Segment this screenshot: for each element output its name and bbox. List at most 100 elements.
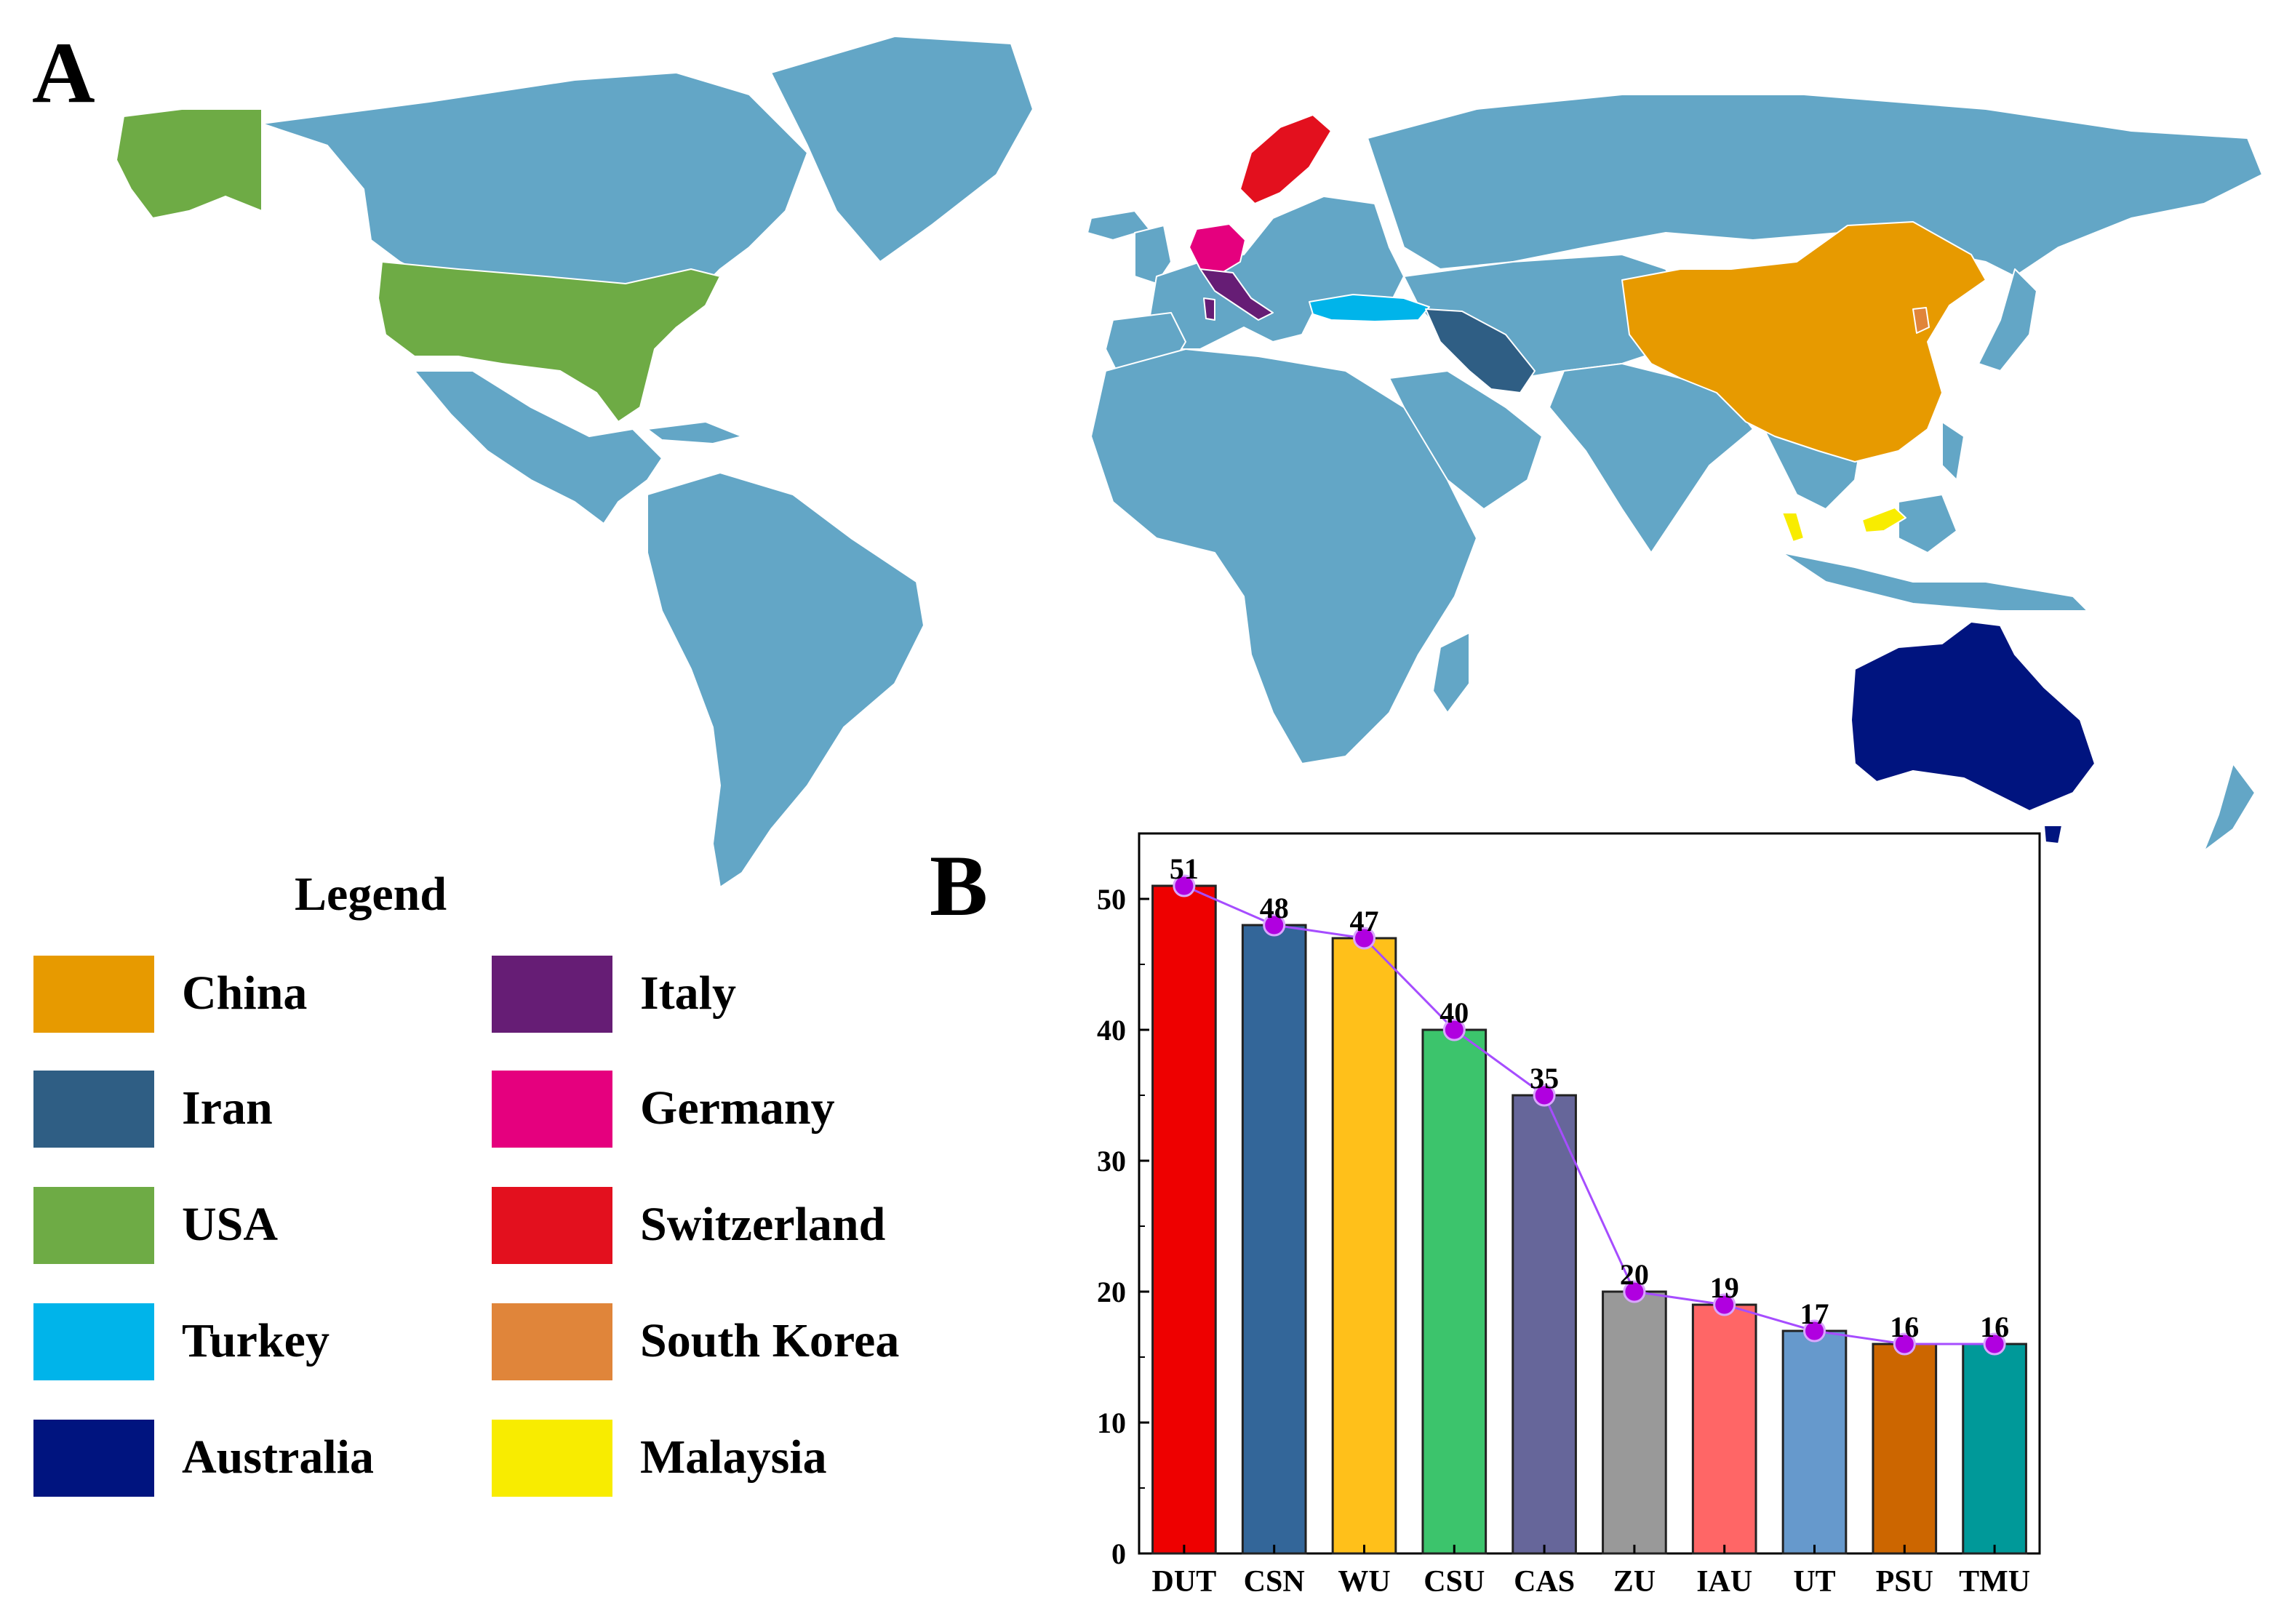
map-australia (1850, 621, 2096, 812)
map-alaska (116, 108, 263, 219)
legend-label: Switzerland (640, 1198, 886, 1251)
legend-label: Turkey (182, 1314, 330, 1367)
map-malaysia-peninsular (1781, 512, 1805, 543)
map-madagascar (1432, 632, 1470, 713)
x-tick-label: CSN (1244, 1565, 1305, 1599)
data-label: 19 (1710, 1271, 1739, 1304)
legend-swatch (492, 1420, 612, 1497)
y-tick-label: 40 (1097, 1014, 1126, 1047)
panel-label-b: B (930, 837, 989, 934)
data-label: 16 (1980, 1311, 2009, 1343)
map-tasmania (2043, 825, 2063, 844)
bar-iau (1691, 1303, 1757, 1555)
legend-swatch (492, 1071, 612, 1148)
line-marker (1533, 1084, 1556, 1107)
legend-label: USA (182, 1198, 279, 1251)
x-tick-label: TMU (1959, 1565, 2030, 1599)
map-italy (1199, 268, 1274, 321)
bar-dut (1151, 884, 1217, 1555)
data-label: 47 (1350, 905, 1379, 937)
y-tick-label: 10 (1097, 1407, 1126, 1439)
legend-label: Malaysia (640, 1431, 827, 1484)
bar-tmu (1962, 1343, 2027, 1555)
map-philippines (1941, 421, 1965, 481)
panel-label-a: A (32, 24, 95, 121)
data-label: 20 (1620, 1258, 1649, 1291)
legend-swatch (33, 1071, 154, 1148)
map-uk (1134, 225, 1172, 284)
legend-title: Legend (295, 868, 447, 921)
map-south-america (647, 472, 925, 888)
map-iran (1425, 308, 1536, 393)
map-greenland (770, 36, 1034, 263)
map-usa (378, 261, 721, 423)
map-south-korea (1912, 307, 1930, 334)
legend-label: China (182, 967, 308, 1020)
legend-swatch (33, 1420, 154, 1497)
map-highlighted-countries (116, 108, 2096, 844)
legend-swatch (492, 956, 612, 1033)
map-japan (1978, 268, 2037, 372)
data-label: 51 (1170, 852, 1199, 885)
plot-frame (1138, 832, 2041, 1555)
bar-chart: 0 10 20 30 40 50 DUT CSN WU CSU CAS ZU IAU UT PSU TMU 51… (1097, 832, 2041, 1599)
bar-ut (1781, 1329, 1848, 1555)
x-tick-label: ZU (1613, 1565, 1656, 1599)
line-marker (1442, 1018, 1466, 1041)
line-marker (1893, 1332, 1916, 1356)
map-europe (1149, 196, 1405, 350)
legend-swatch (492, 1303, 612, 1380)
data-label: 16 (1890, 1311, 1919, 1343)
line-marker (1263, 913, 1286, 937)
legend-label: Germany (640, 1081, 835, 1135)
line-marker (1623, 1280, 1646, 1303)
map-mexico (414, 370, 663, 524)
line-marker (1803, 1319, 1826, 1343)
x-tick-label: UT (1793, 1565, 1835, 1599)
map-africa (1090, 348, 1477, 764)
data-label: 48 (1260, 892, 1289, 924)
map-switzerland (1239, 114, 1332, 204)
y-tick-label: 30 (1097, 1145, 1126, 1177)
map-land-base (261, 36, 2263, 888)
bar-csn (1241, 924, 1307, 1555)
legend-label: South Korea (640, 1314, 900, 1367)
bar-cas (1512, 1094, 1577, 1555)
legend-swatch (33, 956, 154, 1033)
map-italy-islands (1203, 297, 1215, 321)
data-label: 35 (1530, 1062, 1559, 1095)
data-label: 40 (1440, 996, 1469, 1029)
bar-psu (1872, 1343, 1938, 1555)
bar-wu (1331, 937, 1397, 1555)
map-new-zealand (2203, 763, 2256, 852)
world-map (116, 36, 2263, 888)
line-marker (1353, 927, 1375, 950)
x-tick-label: WU (1338, 1565, 1390, 1599)
x-tick-label: CAS (1514, 1565, 1575, 1599)
y-tick-label: 0 (1111, 1537, 1126, 1570)
line-marker (1713, 1293, 1736, 1316)
y-tick-label: 20 (1097, 1276, 1126, 1308)
y-tick-label: 50 (1097, 883, 1126, 916)
trend-line (1183, 884, 1995, 1345)
data-label: 17 (1800, 1297, 1829, 1330)
map-iceland (1087, 210, 1150, 241)
line-marker (1983, 1332, 2006, 1356)
bar-zu (1602, 1290, 1667, 1555)
map-india (1549, 363, 1754, 553)
line-marker (1173, 874, 1196, 897)
legend-label: Iran (182, 1081, 273, 1135)
map-malaysia-borneo (1861, 507, 1906, 533)
map-germany (1189, 223, 1246, 273)
x-tick-label: IAU (1696, 1565, 1752, 1599)
legend-swatch (33, 1303, 154, 1380)
map-china (1621, 221, 1986, 463)
map-caribbean (647, 421, 743, 444)
legend-label: Italy (640, 967, 736, 1020)
x-tick-label: PSU (1876, 1565, 1933, 1599)
bar-csu (1421, 1028, 1488, 1555)
legend-swatch (492, 1187, 612, 1264)
map-turkey (1309, 294, 1430, 322)
x-tick-label: CSU (1423, 1565, 1485, 1599)
map-indonesia (1781, 552, 2088, 612)
